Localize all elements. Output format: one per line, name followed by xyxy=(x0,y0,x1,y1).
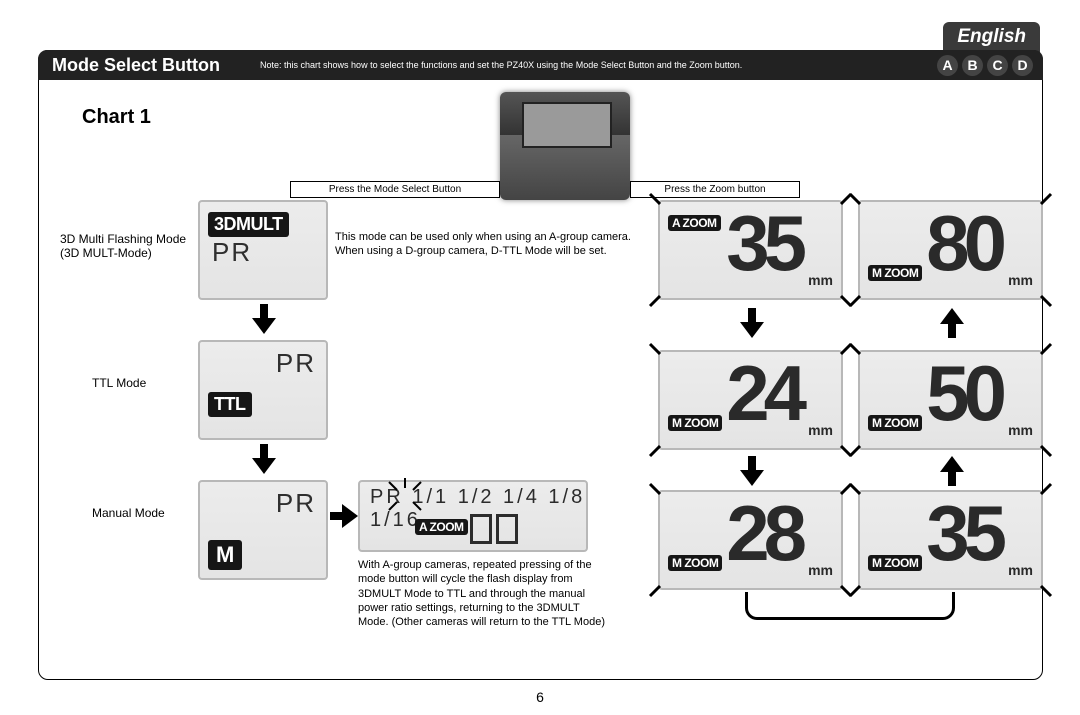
header-note: Note: this chart shows how to select the… xyxy=(220,60,937,70)
note-1: This mode can be used only when using an… xyxy=(335,230,635,259)
device-photo xyxy=(500,92,630,200)
pr-text-3: PR xyxy=(276,488,316,519)
page-number: 6 xyxy=(536,689,544,705)
arrow-down-icon xyxy=(740,308,764,338)
flash-burst-icon xyxy=(383,478,427,516)
connector-line xyxy=(745,592,955,620)
badge-a: A xyxy=(937,55,958,76)
tag-azoom-sm: A ZOOM xyxy=(415,519,468,535)
arrow-down-icon xyxy=(252,304,276,334)
flash-burst-z1 xyxy=(648,192,853,308)
flash-burst-z5 xyxy=(848,342,1053,458)
abcd-badges: A B C D xyxy=(937,55,1043,76)
lcd-mode-ttl: PR TTL xyxy=(198,340,328,440)
flash-burst-z2 xyxy=(648,342,853,458)
instruction-left: Press the Mode Select Button xyxy=(290,181,500,198)
tag-3dmult: 3DMULT xyxy=(208,212,289,237)
tag-m: M xyxy=(208,540,242,570)
arrow-up-icon xyxy=(940,456,964,486)
label-mode2: TTL Mode xyxy=(92,376,146,390)
badge-c: C xyxy=(987,55,1008,76)
pr-text-1: PR xyxy=(212,237,252,267)
arrow-right-icon xyxy=(330,504,358,528)
flash-burst-z4 xyxy=(848,192,1053,308)
label-mode1: 3D Multi Flashing Mode (3D MULT-Mode) xyxy=(60,232,195,260)
arrow-down-icon xyxy=(740,456,764,486)
label-mode3: Manual Mode xyxy=(92,506,165,520)
note-2: With A-group cameras, repeated pressing … xyxy=(358,558,608,629)
lcd-mode-3dmult: 3DMULT PR xyxy=(198,200,328,300)
pr-text-2: PR xyxy=(276,348,316,379)
flash-burst-z6 xyxy=(848,482,1053,598)
language-tab: English xyxy=(943,22,1040,53)
zoom-digit-boxes xyxy=(470,514,518,544)
badge-d: D xyxy=(1012,55,1033,76)
arrow-up-icon xyxy=(940,308,964,338)
flash-burst-z3 xyxy=(648,482,853,598)
header-title: Mode Select Button xyxy=(38,55,220,76)
chart-title: Chart 1 xyxy=(82,106,151,129)
badge-b: B xyxy=(962,55,983,76)
lcd-mode-manual: PR M xyxy=(198,480,328,580)
tag-ttl: TTL xyxy=(208,392,252,417)
header-bar: Mode Select Button Note: this chart show… xyxy=(38,50,1043,80)
arrow-down-icon xyxy=(252,444,276,474)
